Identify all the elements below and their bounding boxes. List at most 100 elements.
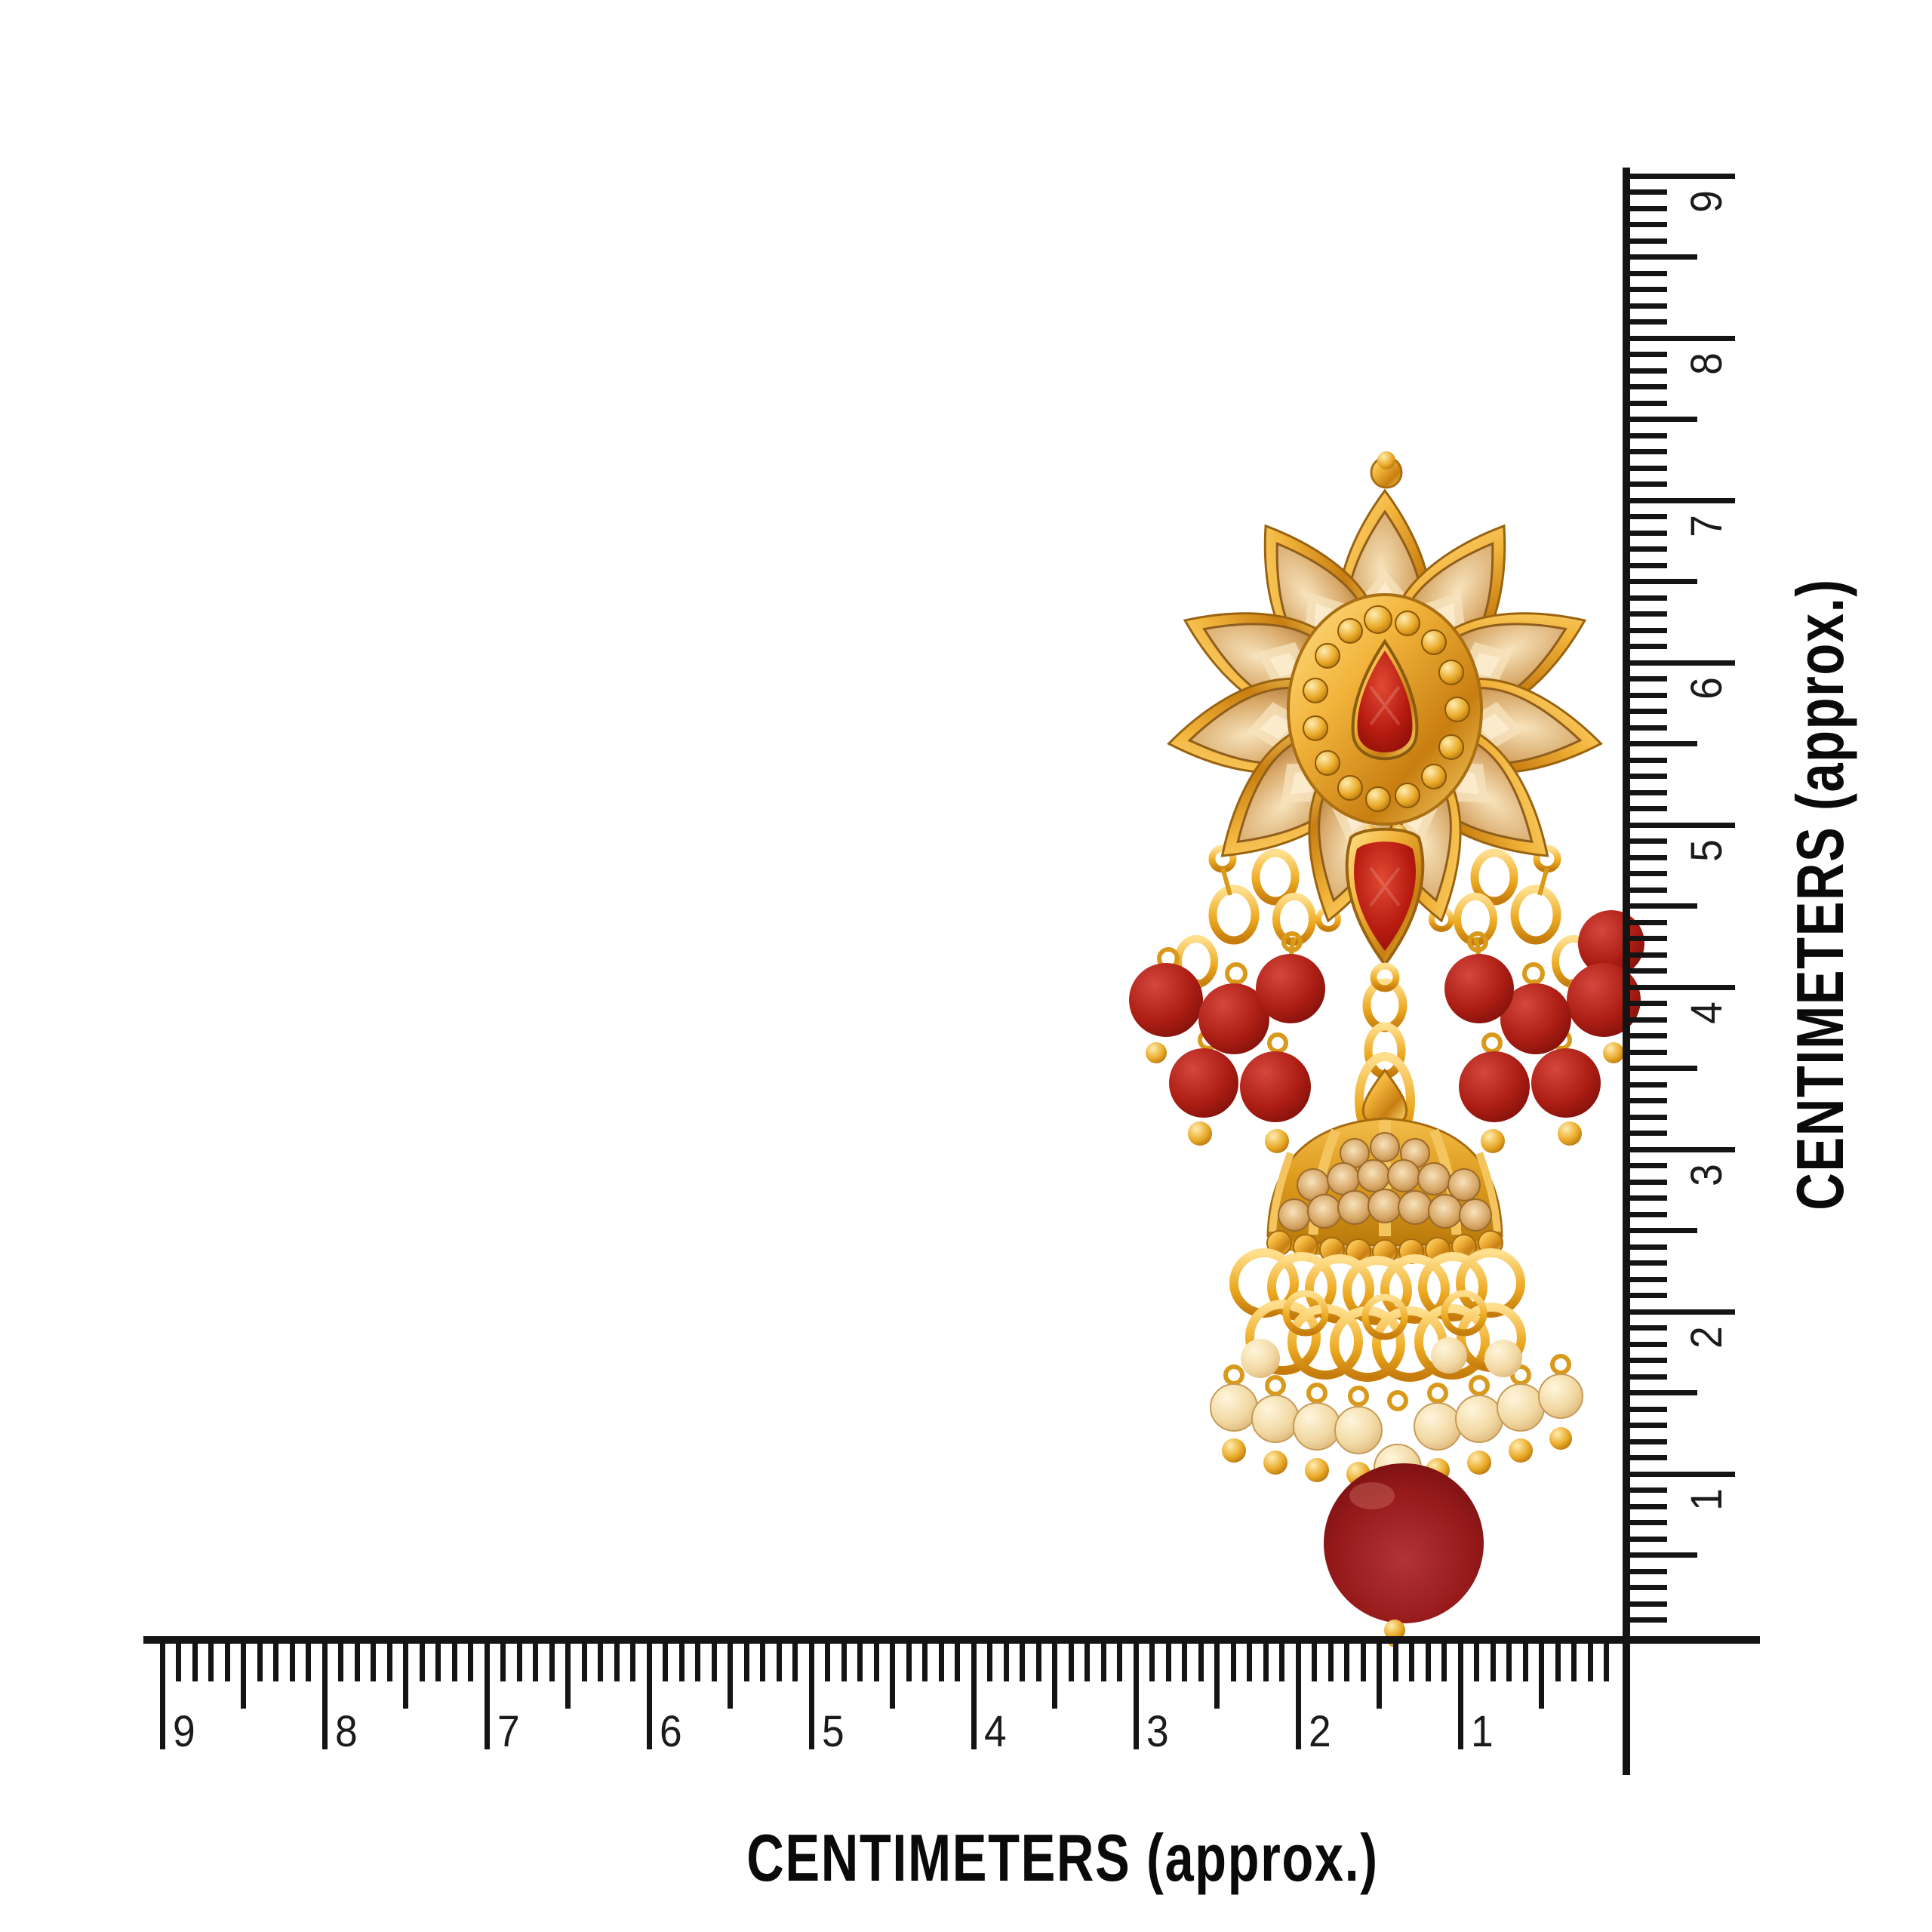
ruler-tick — [1490, 1639, 1496, 1681]
ruler-tick — [614, 1639, 620, 1681]
ruler-tick — [1626, 757, 1667, 763]
ruler-tick — [1230, 1639, 1236, 1681]
ruler-tick — [1626, 887, 1667, 893]
finial — [1361, 1068, 1408, 1121]
ruler-tick — [1506, 1639, 1512, 1681]
ruler-tick — [1626, 936, 1667, 941]
bottom-unit-label: CENTIMETERS (approx.) — [746, 1820, 1379, 1895]
ruler-tick — [630, 1639, 635, 1681]
ruler-tick — [1626, 1244, 1667, 1250]
ruler-tick — [533, 1639, 538, 1681]
ruler-number: 5 — [1682, 839, 1731, 862]
ruler-tick — [1626, 546, 1667, 552]
ruler-tick — [1474, 1639, 1479, 1681]
ruler-tick — [484, 1639, 490, 1749]
ruler-tick — [1626, 1179, 1667, 1185]
ruler-tick — [1626, 173, 1735, 179]
ruler-tick — [1626, 1471, 1735, 1477]
ruler-tick — [1100, 1639, 1106, 1681]
ruler-tick — [1626, 319, 1667, 325]
ruler-tick — [1377, 1639, 1382, 1709]
ruler-tick — [1626, 1617, 1667, 1623]
ruler-tick — [338, 1639, 343, 1681]
ruler-tick — [1626, 1585, 1667, 1590]
ruler-tick — [192, 1639, 198, 1681]
ruler-tick — [1626, 692, 1667, 698]
ruler-tick — [1626, 432, 1667, 438]
ruler-number: 6 — [1682, 677, 1731, 700]
ruler-tick — [1626, 400, 1667, 406]
ruler-tick — [1182, 1639, 1187, 1681]
ruler-tick — [1626, 205, 1667, 211]
ruler-tick — [971, 1639, 977, 1749]
ruler-tick — [841, 1639, 847, 1681]
ruler-tick — [678, 1639, 685, 1681]
ruler-tick — [663, 1639, 668, 1681]
ruler-tick — [1626, 774, 1667, 779]
ruler-tick — [646, 1639, 652, 1749]
pearl-fringe — [1210, 1337, 1583, 1525]
ruler-tick — [1587, 1639, 1593, 1681]
ruler-tick — [1295, 1639, 1301, 1749]
ruler-tick — [1626, 1033, 1667, 1038]
ruler-tick — [500, 1639, 506, 1681]
ruler-tick — [1626, 1049, 1667, 1055]
ruler-tick — [1626, 709, 1667, 714]
ruler-number: 5 — [822, 1707, 844, 1756]
ruler-tick — [1626, 789, 1667, 795]
ruler-number: 8 — [1682, 352, 1731, 375]
ruler-tick — [711, 1639, 717, 1681]
ruler-tick — [1626, 1309, 1735, 1315]
ruler-tick — [1626, 1552, 1697, 1558]
ruler-tick — [1392, 1639, 1398, 1681]
ruler-tick — [1626, 1520, 1667, 1525]
ruler-tick — [1626, 1017, 1667, 1023]
ruler-tick — [1571, 1639, 1577, 1681]
ruler-tick — [1626, 1114, 1667, 1120]
ruler-tick — [1626, 497, 1735, 503]
ruler-tick — [1003, 1639, 1009, 1681]
ruler-tick — [1626, 1260, 1667, 1266]
ruler-number: 1 — [1682, 1488, 1731, 1511]
ruler-tick — [1133, 1639, 1139, 1749]
ruler-tick — [1327, 1639, 1334, 1681]
ruler-tick — [354, 1639, 360, 1681]
center-medallion — [1287, 593, 1483, 826]
ruler-number: 7 — [497, 1707, 520, 1756]
ruler-tick — [1626, 838, 1667, 844]
ruler-tick — [257, 1639, 263, 1681]
ruler-tick — [695, 1639, 700, 1681]
ruler-tick — [906, 1639, 912, 1681]
ruler-tick — [581, 1639, 587, 1681]
ruler-tick — [1457, 1639, 1463, 1749]
dome-crystals — [1278, 1132, 1492, 1232]
ruler-tick — [1626, 1228, 1697, 1233]
ruler-tick — [825, 1639, 830, 1681]
ruler-tick — [1626, 1293, 1667, 1298]
ruler-tick — [1626, 449, 1667, 454]
ruler-number: 4 — [1682, 1001, 1731, 1024]
ruler-tick — [1626, 222, 1667, 227]
ruler-tick — [1626, 1438, 1667, 1444]
ruler-tick — [1425, 1639, 1431, 1681]
ruler-tick — [1626, 1325, 1667, 1331]
ruler-tick — [516, 1639, 522, 1681]
ruler-tick — [1344, 1639, 1349, 1681]
ruler-tick — [1214, 1639, 1220, 1709]
ruler-tick — [1409, 1639, 1414, 1681]
ruler-tick — [1626, 465, 1667, 471]
ruler-tick — [987, 1639, 992, 1681]
ruler-tick — [176, 1639, 181, 1681]
ruler-tick — [743, 1639, 749, 1681]
ruler-number: 2 — [1309, 1707, 1331, 1756]
ruler-tick — [1263, 1639, 1269, 1681]
ruler-number: 3 — [1146, 1707, 1169, 1756]
ruler-tick — [598, 1639, 603, 1681]
ruler-line-horizontal — [143, 1636, 1760, 1644]
ruler-tick — [1626, 1066, 1697, 1071]
ruler-tick — [1626, 1341, 1667, 1347]
ruler-tick — [1626, 254, 1697, 260]
ruler-tick — [1165, 1639, 1171, 1681]
ruler-tick — [873, 1639, 879, 1681]
ruler-tick — [760, 1639, 765, 1681]
